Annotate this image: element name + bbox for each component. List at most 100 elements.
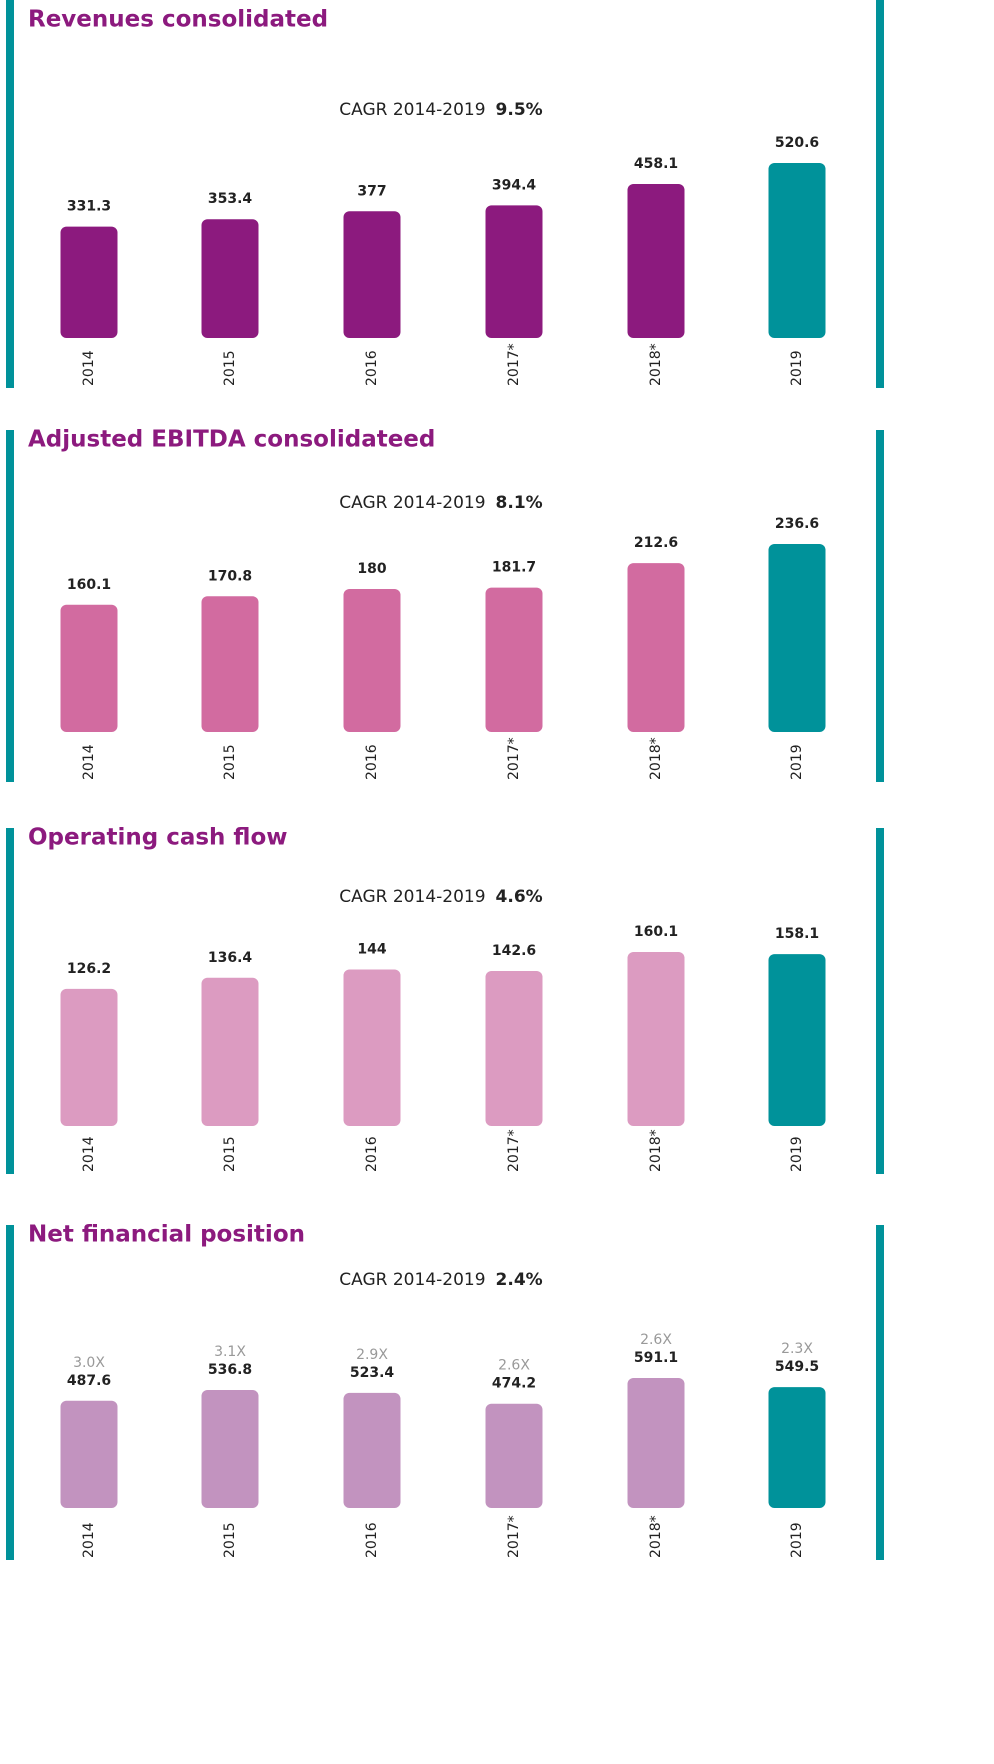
value-label: 136.4 — [208, 950, 253, 966]
x-tick-label: 2016 — [364, 1522, 380, 1558]
value-label: 549.5 — [775, 1359, 819, 1375]
value-label: 180 — [357, 561, 386, 577]
annotation: CAGR 2014-2019 4.6% — [339, 887, 542, 907]
annotation-value: 8.1% — [496, 493, 543, 513]
bar — [485, 971, 543, 1126]
secondary-label: 2.6X — [640, 1332, 672, 1348]
chart-title: Adjusted EBITDA consolidateed — [28, 427, 435, 453]
value-label: 331.3 — [67, 199, 111, 215]
value-label: 520.6 — [775, 135, 819, 151]
side-bar — [6, 430, 14, 782]
bar — [768, 1387, 826, 1508]
side-bar — [876, 1225, 884, 1560]
x-tick-label: 2017* — [506, 1129, 522, 1172]
bar — [60, 226, 118, 338]
value-label: 181.7 — [492, 560, 536, 576]
bar — [627, 952, 685, 1126]
bar — [201, 219, 259, 338]
x-tick-label: 2014 — [81, 1136, 97, 1172]
side-bar — [6, 1225, 14, 1560]
bar — [201, 1389, 259, 1508]
x-tick-label: 2017* — [506, 343, 522, 386]
annotation-value: 2.4% — [496, 1270, 543, 1290]
value-label: 458.1 — [634, 156, 678, 172]
value-label: 126.2 — [67, 961, 111, 977]
value-label: 144 — [357, 941, 386, 957]
bar — [627, 1378, 685, 1508]
secondary-label: 3.1X — [214, 1344, 246, 1360]
bar — [485, 587, 543, 732]
value-label: 591.1 — [634, 1350, 678, 1366]
annotation-value: 4.6% — [496, 887, 543, 907]
annotation-value: 9.5% — [496, 100, 543, 120]
value-label: 474.2 — [492, 1376, 536, 1392]
annotation: CAGR 2014-2019 8.1% — [339, 493, 542, 513]
chart-title: Revenues consolidated — [28, 7, 328, 33]
bar — [60, 604, 118, 732]
bar — [627, 184, 685, 338]
value-label: 536.8 — [208, 1362, 252, 1378]
x-tick-label: 2019 — [789, 744, 805, 780]
side-bar — [6, 828, 14, 1174]
side-bar — [876, 828, 884, 1174]
x-tick-label: 2015 — [222, 744, 238, 780]
annotation-label: CAGR 2014-2019 — [339, 493, 485, 513]
bar — [768, 544, 826, 732]
annotation: CAGR 2014-2019 9.5% — [339, 100, 542, 120]
x-tick-label: 2019 — [789, 350, 805, 386]
bar — [343, 969, 401, 1126]
value-label: 142.6 — [492, 943, 536, 959]
annotation-label: CAGR 2014-2019 — [339, 1270, 485, 1290]
bar — [627, 563, 685, 732]
secondary-label: 2.3X — [781, 1341, 813, 1357]
x-tick-label: 2018* — [648, 737, 664, 780]
x-tick-label: 2015 — [222, 1522, 238, 1558]
value-label: 158.1 — [775, 926, 819, 942]
bar — [768, 954, 826, 1126]
value-label: 394.4 — [492, 177, 537, 193]
x-tick-label: 2017* — [506, 737, 522, 780]
annotation-label: CAGR 2014-2019 — [339, 100, 485, 120]
x-tick-label: 2019 — [789, 1522, 805, 1558]
x-tick-label: 2015 — [222, 1136, 238, 1172]
value-label: 160.1 — [67, 577, 111, 593]
chart-title: Net financial position — [28, 1222, 305, 1248]
annotation: CAGR 2014-2019 2.4% — [339, 1270, 542, 1290]
x-tick-label: 2018* — [648, 1129, 664, 1172]
bar — [768, 163, 826, 338]
value-label: 487.6 — [67, 1373, 111, 1389]
x-tick-label: 2019 — [789, 1136, 805, 1172]
value-label: 523.4 — [350, 1365, 395, 1381]
secondary-label: 2.6X — [498, 1358, 530, 1374]
side-bar — [876, 430, 884, 782]
secondary-label: 2.9X — [356, 1347, 388, 1363]
bar — [60, 1400, 118, 1508]
x-tick-label: 2018* — [648, 1515, 664, 1558]
x-tick-label: 2016 — [364, 1136, 380, 1172]
secondary-label: 3.0X — [73, 1355, 105, 1371]
x-tick-label: 2015 — [222, 350, 238, 386]
bar — [343, 588, 401, 732]
bar — [485, 1403, 543, 1508]
x-tick-label: 2014 — [81, 1522, 97, 1558]
x-tick-label: 2016 — [364, 744, 380, 780]
bar — [60, 988, 118, 1126]
bar — [343, 1392, 401, 1508]
side-bar — [876, 0, 884, 388]
x-tick-label: 2018* — [648, 343, 664, 386]
annotation-label: CAGR 2014-2019 — [339, 887, 485, 907]
bar — [201, 977, 259, 1126]
side-bar — [6, 0, 14, 388]
x-tick-label: 2017* — [506, 1515, 522, 1558]
value-label: 377 — [357, 183, 386, 199]
value-label: 212.6 — [634, 535, 678, 551]
bar — [201, 596, 259, 732]
x-tick-label: 2016 — [364, 350, 380, 386]
value-label: 236.6 — [775, 516, 819, 532]
chart-title: Operating cash flow — [28, 825, 288, 851]
value-label: 160.1 — [634, 924, 678, 940]
value-label: 170.8 — [208, 568, 252, 584]
x-tick-label: 2014 — [81, 744, 97, 780]
bar — [485, 205, 543, 338]
